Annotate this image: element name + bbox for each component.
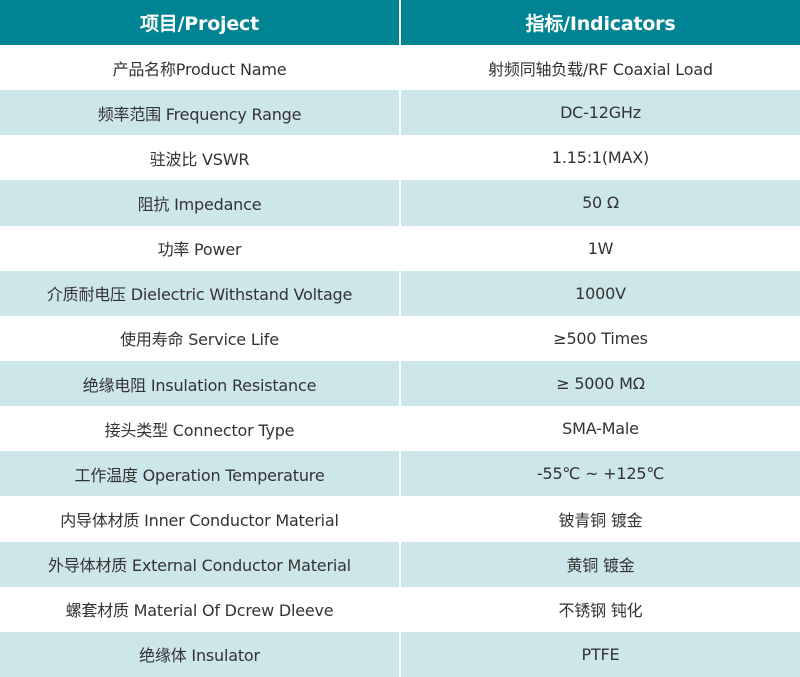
table-row: 螺套材质 Material Of Dcrew Dleeve 不锈钢 钝化 (0, 586, 800, 632)
project-cell: 介质耐电压 Dielectric Withstand Voltage (46, 285, 353, 305)
table-row: 驻波比 VSWR 1.15:1(MAX) (0, 135, 800, 181)
table-row: 产品名称Product Name 射频同轴负载/RF Coaxial Load (0, 45, 800, 91)
table-row: 内导体材质 Inner Conductor Material 铍青铜 镀金 (0, 496, 800, 542)
table-row: 频率范围 Frequency Range DC-12GHz (0, 90, 800, 136)
project-cell: 频率范围 Frequency Range (97, 104, 302, 124)
project-cell: 使用寿命 Service Life (120, 330, 279, 350)
indicator-cell: PTFE (399, 631, 800, 677)
indicator-cell: 1W (399, 225, 800, 271)
table-row: 阻抗 Impedance 50 Ω (0, 180, 800, 226)
header-project: 项目/Project (139, 13, 260, 35)
indicator-cell: ≥ 5000 MΩ (399, 360, 800, 407)
indicator-cell: 黄铜 镀金 (399, 541, 800, 587)
indicator-cell: 射频同轴负载/RF Coaxial Load (399, 45, 800, 91)
indicator-cell: DC-12GHz (399, 90, 800, 136)
project-cell: 接头类型 Connector Type (104, 420, 295, 440)
project-cell: 螺套材质 Material Of Dcrew Dleeve (65, 601, 334, 621)
indicator-cell: 50 Ω (399, 180, 800, 226)
table-row: 外导体材质 External Conductor Material 黄铜 镀金 (0, 541, 800, 587)
indicator-cell: 1000V (399, 270, 800, 316)
table-row: 介质耐电压 Dielectric Withstand Voltage 1000V (0, 270, 800, 316)
project-cell: 驻波比 VSWR (149, 149, 250, 169)
header-indicators: 指标/Indicators (399, 0, 800, 45)
table-row: 工作温度 Operation Temperature -55℃ ~ +125℃ (0, 451, 800, 497)
table-row: 绝缘体 Insulator PTFE (0, 631, 800, 677)
project-cell: 绝缘电阻 Insulation Resistance (82, 375, 317, 395)
indicator-cell: 1.15:1(MAX) (399, 135, 800, 181)
project-cell: 功率 Power (157, 240, 242, 260)
indicator-cell: SMA-Male (399, 406, 800, 452)
project-cell: 外导体材质 External Conductor Material (48, 556, 351, 576)
project-cell: 内导体材质 Inner Conductor Material (60, 510, 339, 530)
project-cell: 工作温度 Operation Temperature (74, 465, 325, 485)
table-row: 接头类型 Connector Type SMA-Male (0, 406, 800, 452)
table-row: 使用寿命 Service Life ≥500 Times (0, 315, 800, 361)
indicator-cell: ≥500 Times (399, 315, 800, 361)
indicator-cell: -55℃ ~ +125℃ (399, 451, 800, 497)
table-header: 项目/Project 指标/Indicators (0, 0, 800, 45)
project-cell: 产品名称Product Name (112, 59, 287, 79)
table-row: 绝缘电阻 Insulation Resistance ≥ 5000 MΩ (0, 360, 800, 407)
table-row: 功率 Power 1W (0, 225, 800, 271)
indicator-cell: 铍青铜 镀金 (399, 496, 800, 542)
project-cell: 绝缘体 Insulator (139, 646, 260, 666)
table-body: 产品名称Product Name 射频同轴负载/RF Coaxial Load 频率… (0, 45, 800, 677)
indicator-cell: 不锈钢 钝化 (399, 586, 800, 632)
project-cell: 阻抗 Impedance (137, 194, 262, 214)
